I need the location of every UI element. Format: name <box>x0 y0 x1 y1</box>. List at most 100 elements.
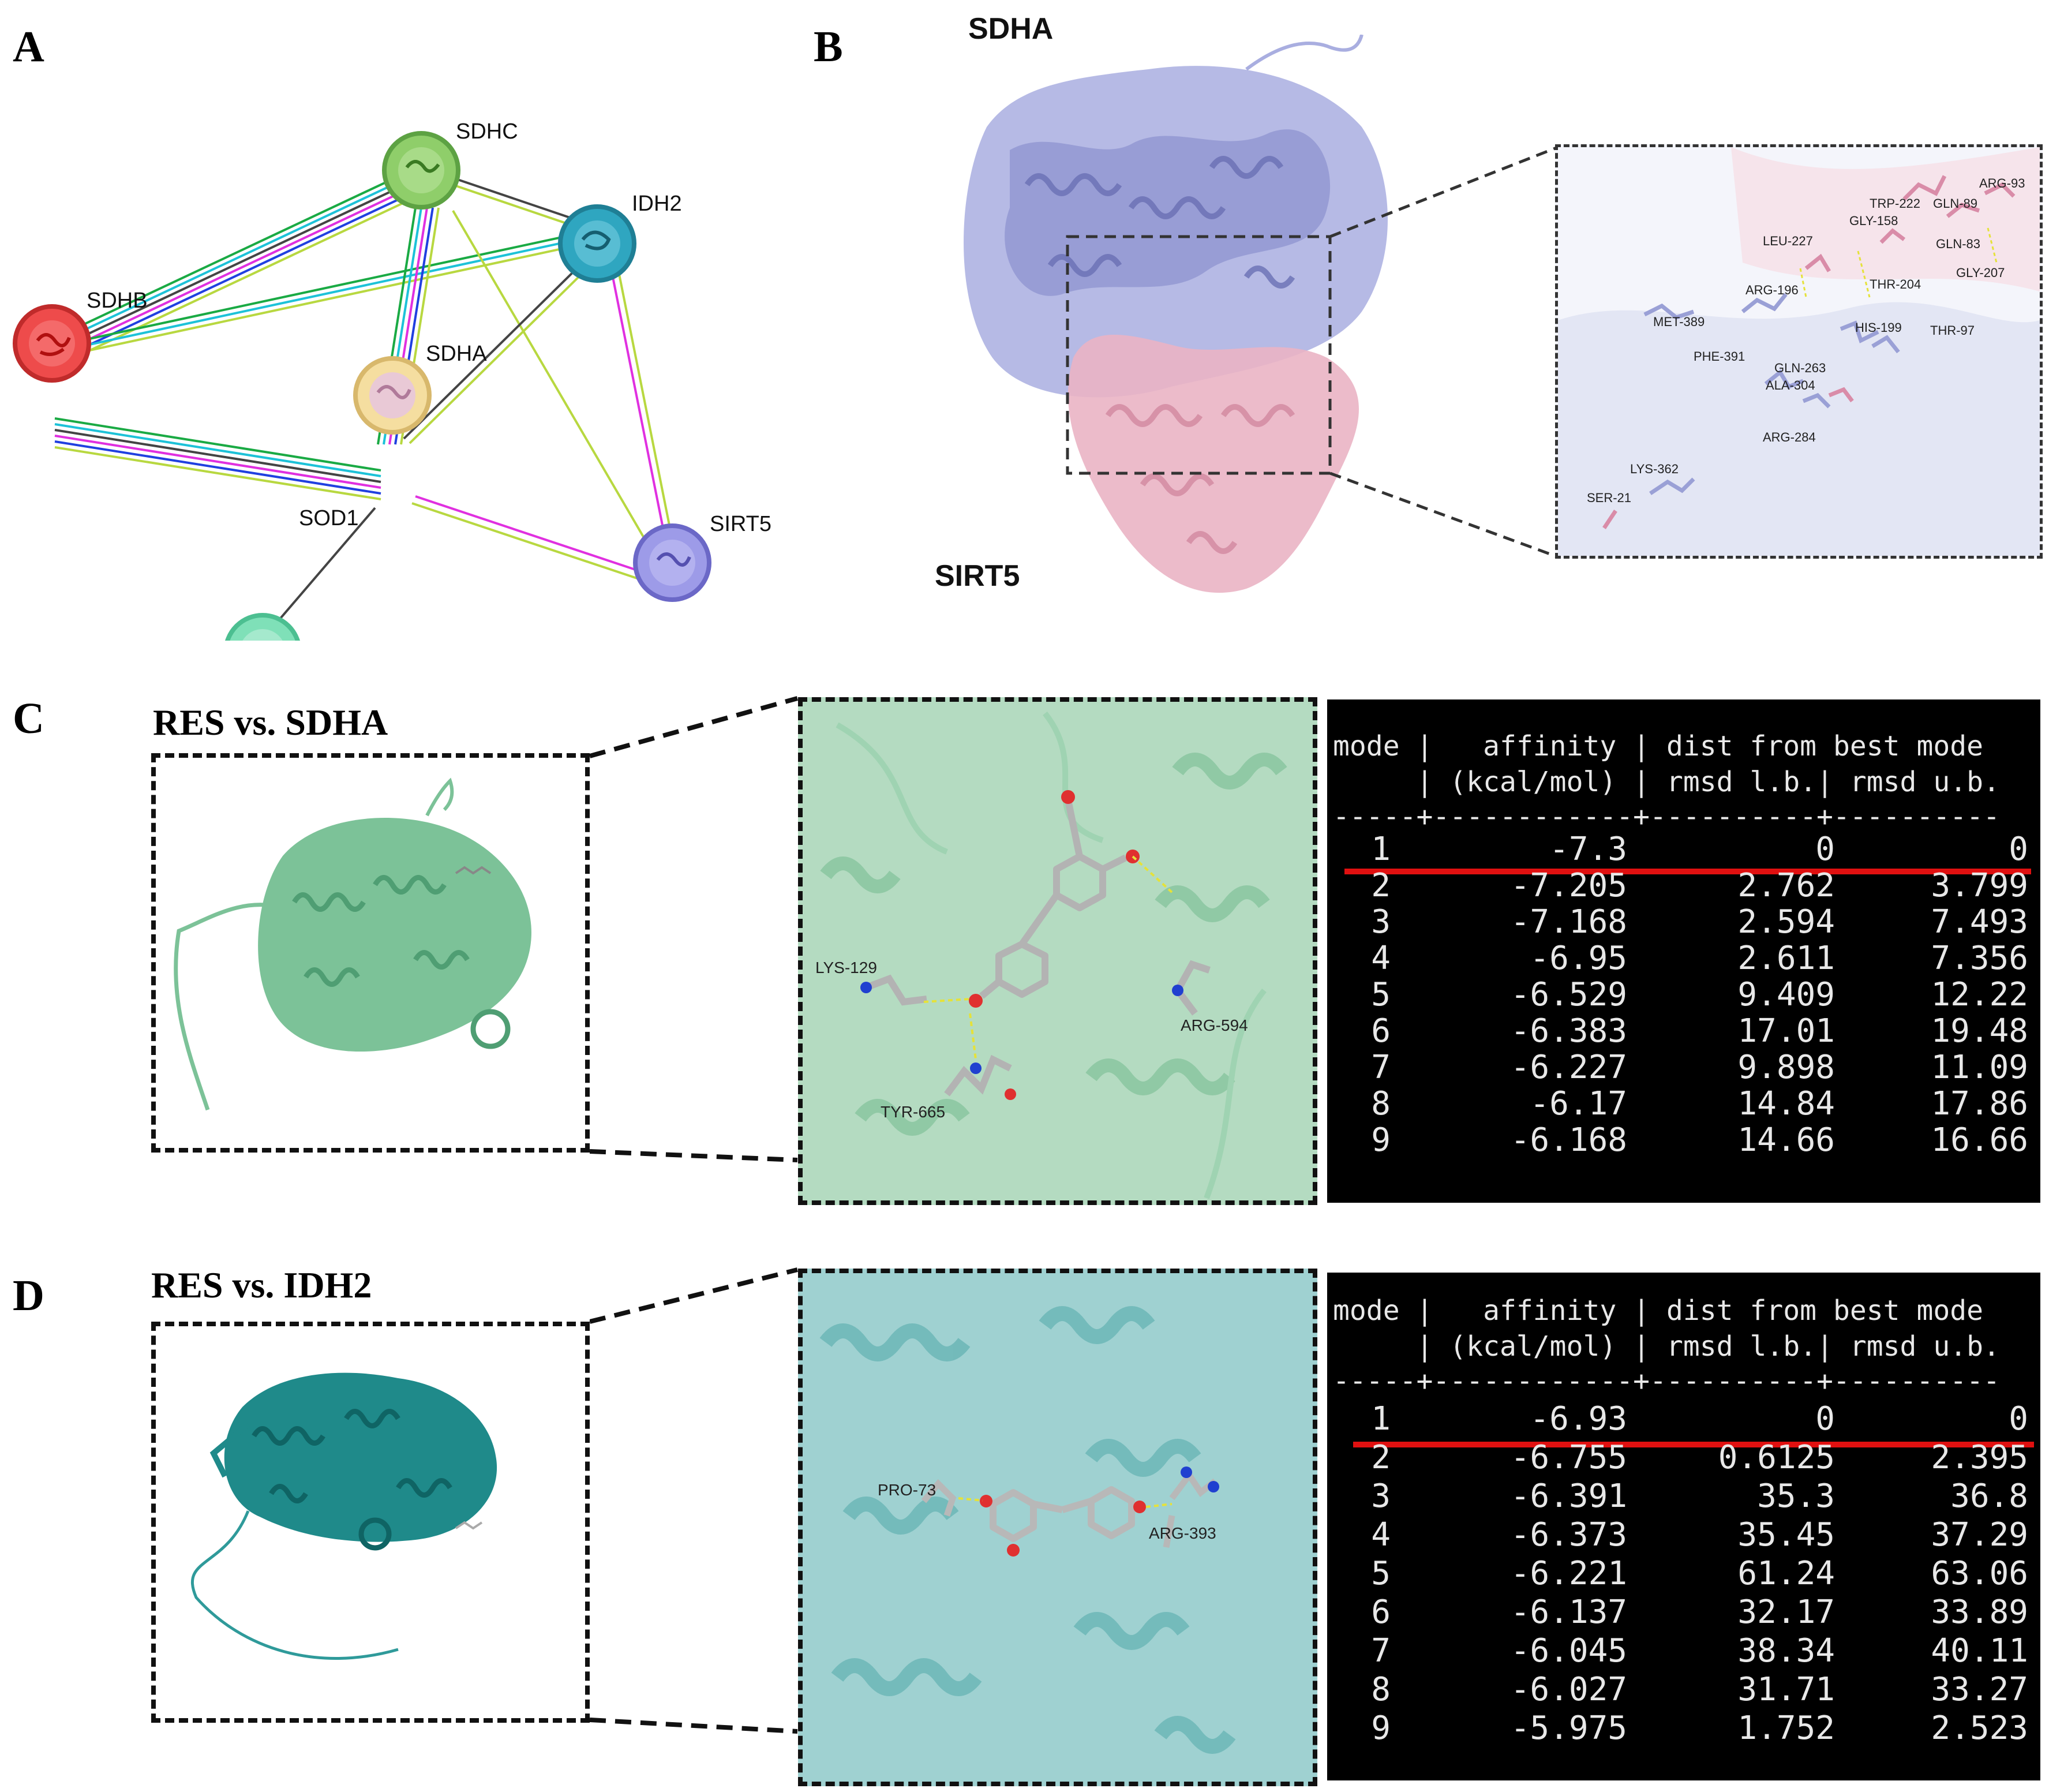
table-row: 4 -6.95 2.611 7.356 <box>1327 940 2040 977</box>
table-row: 1 -7.3 0 0 <box>1327 831 2040 868</box>
sdha-overview-box <box>151 753 590 1153</box>
node-label-sod1: SOD1 <box>299 506 358 530</box>
affinity-cell: -5.975 <box>1510 1709 1627 1747</box>
residue-label-arg196: ARG-196 <box>1745 283 1799 297</box>
residue-label-gly158: GLY-158 <box>1849 214 1898 228</box>
rmsd-ub-cell: 0 <box>2009 830 2028 868</box>
affinity-cell: -6.221 <box>1510 1555 1627 1592</box>
mode-cell: 5 <box>1371 1555 1391 1592</box>
table-row: 8 -6.027 31.71 33.27 <box>1327 1671 2040 1708</box>
idh2-binding-pocket-box: PRO-73 ARG-393 <box>798 1269 1317 1786</box>
mode-cell: 8 <box>1371 1085 1391 1123</box>
node-sod1[interactable]: SOD1 <box>225 506 358 641</box>
mode-cell: 7 <box>1371 1049 1391 1086</box>
table-row: 1 -6.93 0 0 <box>1327 1401 2040 1438</box>
interaction-network: SDHC IDH2 SDHB SDHA SOD1 SIRT5 <box>13 119 771 641</box>
affinity-cell: -6.227 <box>1510 1049 1627 1086</box>
table-row: 4 -6.373 35.45 37.29 <box>1327 1517 2040 1554</box>
node-idh2[interactable]: IDH2 <box>558 192 682 283</box>
rmsd-ub-cell: 33.89 <box>1931 1593 2028 1631</box>
binding-interface-residues: ARG-93 TRP-222 GLN-89 GLY-158 LEU-227 GL… <box>1558 147 2040 556</box>
table-c-header-2: | (kcal/mol) | rmsd l.b.| rmsd u.b. <box>1333 766 2000 798</box>
edge-sdhc-sirt5 <box>452 209 665 573</box>
table-row: 9 -6.168 14.66 16.66 <box>1327 1122 2040 1159</box>
rmsd-ub-cell: 37.29 <box>1931 1516 2028 1554</box>
mode-cell: 8 <box>1371 1671 1391 1708</box>
rmsd-lb-cell: 61.24 <box>1737 1555 1835 1592</box>
mode-cell: 3 <box>1371 1477 1391 1515</box>
node-label-sdha: SDHA <box>426 342 487 366</box>
table-row: 5 -6.529 9.409 12.22 <box>1327 977 2040 1013</box>
affinity-cell: -6.529 <box>1510 976 1627 1013</box>
edge-sdhb-idh2 <box>54 230 592 359</box>
affinity-cell: -6.383 <box>1510 1012 1627 1050</box>
docking-results-table-d: mode | affinity | dist from best mode | … <box>1327 1273 2040 1780</box>
edge-sdhb-sdhc <box>51 165 421 369</box>
panel-d-letter: D <box>13 1271 44 1320</box>
panel-c-letter: C <box>13 694 44 743</box>
rmsd-lb-cell: 0 <box>1815 830 1835 868</box>
rmsd-ub-cell: 33.27 <box>1931 1671 2028 1708</box>
residue-label-tyr665: TYR-665 <box>881 1103 945 1121</box>
residue-label-gln263: GLN-263 <box>1774 361 1826 375</box>
table-row: 6 -6.137 32.17 33.89 <box>1327 1594 2040 1631</box>
rmsd-lb-cell: 35.45 <box>1737 1516 1835 1554</box>
residue-label-gln83: GLN-83 <box>1936 237 1980 251</box>
rmsd-ub-cell: 19.48 <box>1931 1012 2028 1050</box>
node-sdhc[interactable]: SDHC <box>382 119 518 209</box>
panel-d-zoom-lines <box>590 1267 798 1734</box>
rmsd-ub-cell: 3.799 <box>1931 867 2028 904</box>
residue-label-trp222: TRP-222 <box>1870 196 1920 211</box>
sdha-binding-pocket: LYS-129 ARG-594 TYR-665 <box>803 702 1313 1200</box>
panel-a-letter: A <box>13 23 44 71</box>
rmsd-lb-cell: 0.6125 <box>1718 1439 1835 1476</box>
table-row: 8 -6.17 14.84 17.86 <box>1327 1086 2040 1123</box>
table-d-header-1: mode | affinity | dist from best mode <box>1333 1295 1984 1327</box>
mode-cell: 3 <box>1371 903 1391 941</box>
affinity-cell: -6.755 <box>1510 1439 1627 1476</box>
rmsd-lb-cell: 35.3 <box>1757 1477 1835 1515</box>
rmsd-ub-cell: 2.523 <box>1931 1709 2028 1747</box>
table-d-header-2: | (kcal/mol) | rmsd l.b.| rmsd u.b. <box>1333 1330 2000 1363</box>
residue-label-arg93: ARG-93 <box>1979 176 2025 190</box>
mode-cell: 6 <box>1371 1012 1391 1050</box>
panel-d-title: RES vs. IDH2 <box>151 1264 372 1305</box>
rmsd-ub-cell: 11.09 <box>1931 1049 2028 1086</box>
rmsd-ub-cell: 7.493 <box>1931 903 2028 941</box>
affinity-cell: -6.027 <box>1510 1671 1627 1708</box>
affinity-cell: -7.205 <box>1510 867 1627 904</box>
node-sirt5[interactable]: SIRT5 <box>633 512 771 602</box>
residue-label-ala304: ALA-304 <box>1766 378 1815 392</box>
panel-c-zoom-lines <box>590 696 799 1162</box>
affinity-cell: -6.045 <box>1510 1632 1627 1670</box>
rmsd-ub-cell: 12.22 <box>1931 976 2028 1013</box>
affinity-cell: -6.137 <box>1510 1593 1627 1631</box>
rmsd-ub-cell: 0 <box>2009 1400 2028 1438</box>
binding-interface-inset: ARG-93 TRP-222 GLN-89 GLY-158 LEU-227 GL… <box>1555 144 2043 559</box>
affinity-cell: -7.168 <box>1510 903 1627 941</box>
rmsd-lb-cell: 9.409 <box>1737 976 1835 1013</box>
edge-idh2-sirt5 <box>610 271 675 546</box>
residue-label-pro73: PRO-73 <box>878 1481 936 1499</box>
affinity-cell: -6.373 <box>1510 1516 1627 1554</box>
node-sdhb[interactable]: SDHB <box>13 289 148 383</box>
affinity-cell: -7.3 <box>1549 830 1627 868</box>
table-row: 2 -6.755 0.6125 2.395 <box>1327 1439 2040 1476</box>
idh2-overview-box <box>151 1322 590 1723</box>
affinity-cell: -6.391 <box>1510 1477 1627 1515</box>
mode-cell: 1 <box>1371 1400 1391 1438</box>
residue-label-gly207: GLY-207 <box>1956 265 2005 280</box>
table-row: 9 -5.975 1.752 2.523 <box>1327 1710 2040 1747</box>
rmsd-lb-cell: 17.01 <box>1737 1012 1835 1050</box>
table-c-separator: -----+------------+----------+---------- <box>1333 800 2000 833</box>
node-sdha[interactable]: SDHA <box>353 342 487 435</box>
mode-cell: 7 <box>1371 1632 1391 1670</box>
edge-idh2-sdha <box>403 259 593 444</box>
idh2-binding-pocket: PRO-73 ARG-393 <box>803 1273 1313 1782</box>
affinity-cell: -6.17 <box>1530 1085 1627 1123</box>
table-row: 3 -7.168 2.594 7.493 <box>1327 904 2040 941</box>
sdha-docking-overview <box>174 777 531 1111</box>
idh2-docking-overview <box>191 1372 497 1660</box>
table-row: 2 -7.205 2.762 3.799 <box>1327 867 2040 904</box>
residue-label-met389: MET-389 <box>1653 315 1705 329</box>
